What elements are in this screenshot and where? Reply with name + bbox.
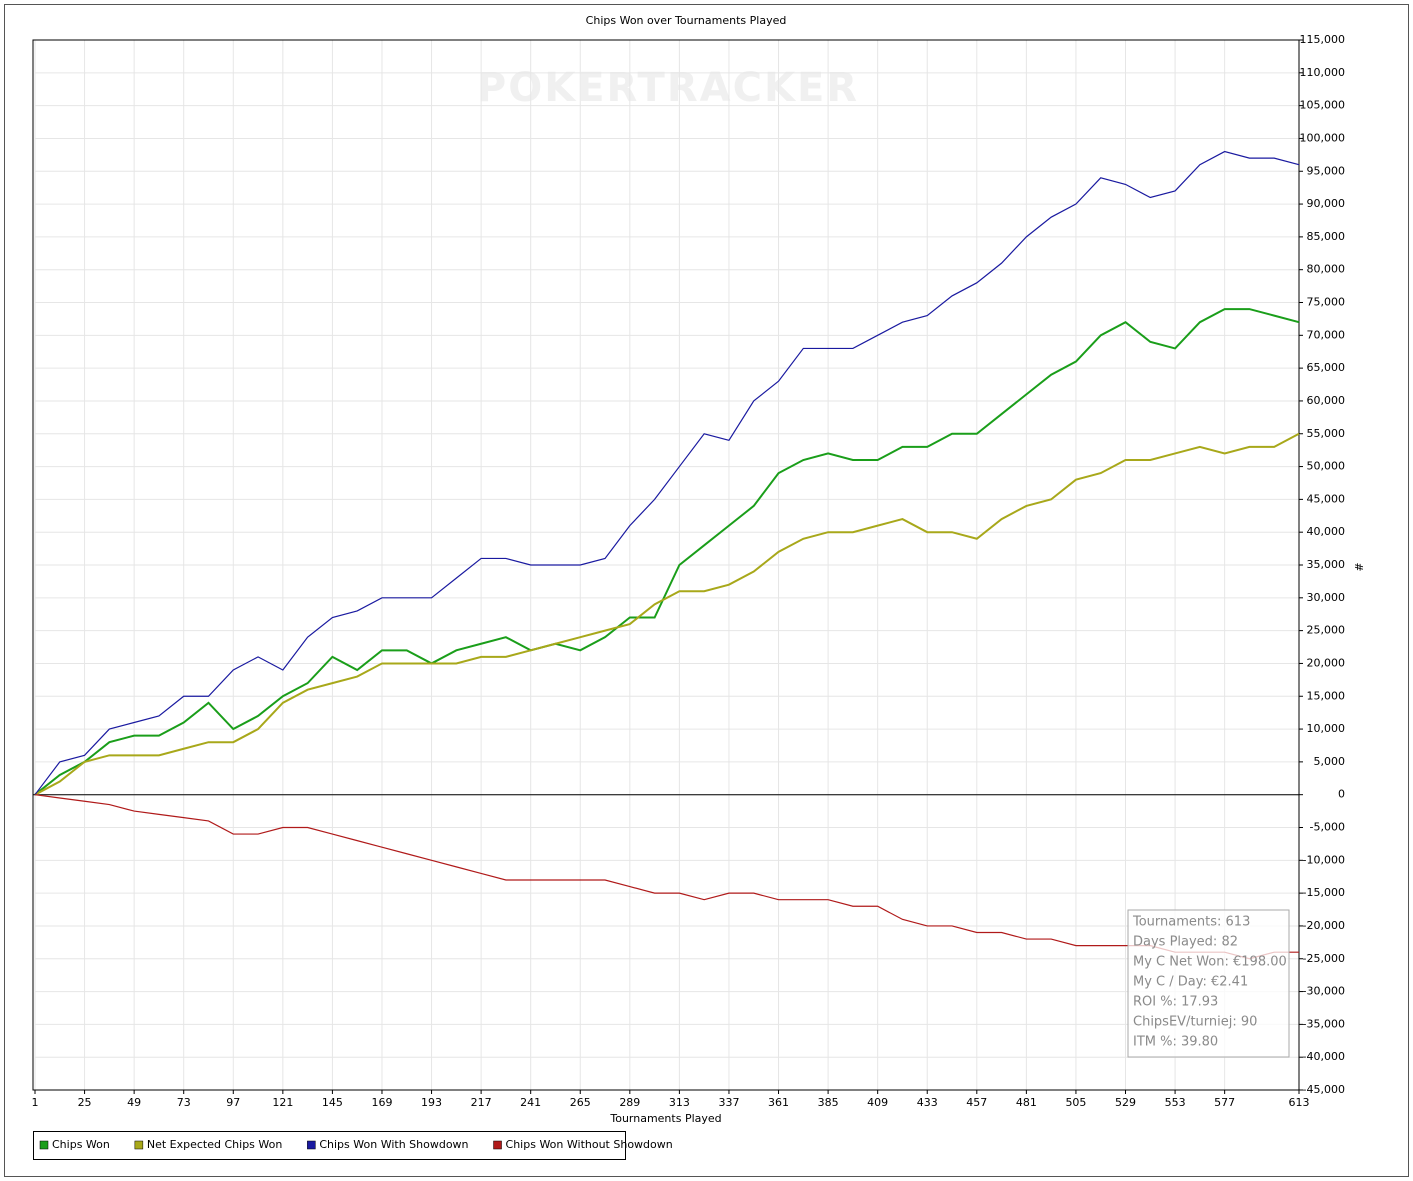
x-tick-label: 457 [966,1096,987,1109]
y-tick-label: 60,000 [1307,394,1346,407]
legend-label: Chips Won [52,1138,110,1151]
y-tick-label: 10,000 [1307,722,1346,735]
y-tick-label: 45,000 [1307,492,1346,505]
stats-line: Tournaments: 613 [1132,915,1250,930]
y-tick-label: 110,000 [1300,66,1346,79]
x-tick-label: 385 [818,1096,839,1109]
stats-line: Days Played: 82 [1133,935,1238,950]
x-tick-label: 49 [127,1096,141,1109]
watermark: POKERTRACKER [477,65,859,111]
x-tick-label: 613 [1289,1096,1310,1109]
x-tick-label: 25 [78,1096,92,1109]
x-tick-label: 409 [867,1096,888,1109]
y-tick-label: -15,000 [1303,886,1345,899]
y-tick-label: 105,000 [1300,99,1346,112]
y-tick-label: 80,000 [1307,263,1346,276]
chart-title: Chips Won over Tournaments Played [586,14,787,27]
y-tick-label: -5,000 [1310,821,1345,834]
x-tick-label: 433 [917,1096,938,1109]
x-tick-label: 529 [1115,1096,1136,1109]
y-tick-label: -40,000 [1303,1050,1345,1063]
y-tick-label: 55,000 [1307,427,1346,440]
y-tick-label: 95,000 [1307,164,1346,177]
series-line [34,150,1300,796]
y-tick-label: -20,000 [1303,919,1345,932]
legend-swatch [134,1140,144,1150]
y-tick-label: 35,000 [1307,558,1346,571]
stats-line: ROI %: 17.93 [1133,995,1218,1010]
x-tick-label: 265 [570,1096,591,1109]
x-tick-label: 481 [1016,1096,1037,1109]
y-tick-label: 90,000 [1307,197,1346,210]
legend-swatch [493,1140,502,1150]
stats-line: ChipsEV/turniej: 90 [1133,1015,1257,1030]
y-tick-label: 65,000 [1307,361,1346,374]
stats-line: ITM %: 39.80 [1133,1035,1218,1050]
x-tick-label: 313 [669,1096,690,1109]
plot-area [32,39,1300,1091]
y-tick-label: 40,000 [1307,525,1346,538]
y-tick-label: 5,000 [1314,755,1346,768]
y-tick-label: 25,000 [1307,624,1346,637]
y-tick-label: 20,000 [1307,656,1346,669]
y-tick-label: -35,000 [1303,1017,1345,1030]
y-tick-label: -10,000 [1303,853,1345,866]
legend-box [33,1131,626,1160]
x-tick-label: 73 [177,1096,191,1109]
series-line [34,308,1300,796]
y-tick-label: 115,000 [1300,33,1346,46]
y-tick-label: 0 [1338,788,1345,801]
legend-swatch [39,1140,49,1150]
y-tick-label: 70,000 [1307,328,1346,341]
x-tick-label: 217 [471,1096,492,1109]
legend-label: Net Expected Chips Won [147,1138,283,1151]
legend-swatch [307,1140,316,1150]
y-tick-label: 15,000 [1307,689,1346,702]
x-tick-label: 169 [371,1096,392,1109]
y-tick-label: 75,000 [1307,296,1346,309]
y-axis-title: # [1352,562,1365,571]
legend-label: Chips Won Without Showdown [506,1138,673,1151]
y-tick-label: 50,000 [1307,460,1346,473]
series-line [34,432,1300,796]
x-tick-label: 193 [421,1096,442,1109]
y-tick-label: -25,000 [1303,952,1345,965]
x-tick-label: 289 [619,1096,640,1109]
x-tick-label: 97 [226,1096,240,1109]
x-tick-label: 577 [1214,1096,1235,1109]
series-line [34,794,1299,960]
x-axis-title: Tournaments Played [609,1112,721,1125]
x-tick-label: 505 [1065,1096,1086,1109]
y-tick-label: 100,000 [1300,131,1346,144]
x-tick-label: 241 [520,1096,541,1109]
stats-line: My C / Day: €2.41 [1133,975,1248,990]
y-tick-label: -30,000 [1303,985,1345,998]
x-tick-label: 337 [718,1096,739,1109]
y-tick-label: -45,000 [1303,1083,1345,1096]
x-tick-label: 361 [768,1096,789,1109]
stats-line: My C Net Won: €198.00 [1133,955,1287,970]
legend-label: Chips Won With Showdown [319,1138,468,1151]
y-tick-label: 30,000 [1307,591,1346,604]
x-tick-label: 145 [322,1096,343,1109]
x-tick-label: 553 [1165,1096,1186,1109]
stats-box [1127,909,1290,1058]
x-tick-label: 1 [32,1096,39,1109]
x-tick-label: 121 [272,1096,293,1109]
y-tick-label: 85,000 [1307,230,1346,243]
